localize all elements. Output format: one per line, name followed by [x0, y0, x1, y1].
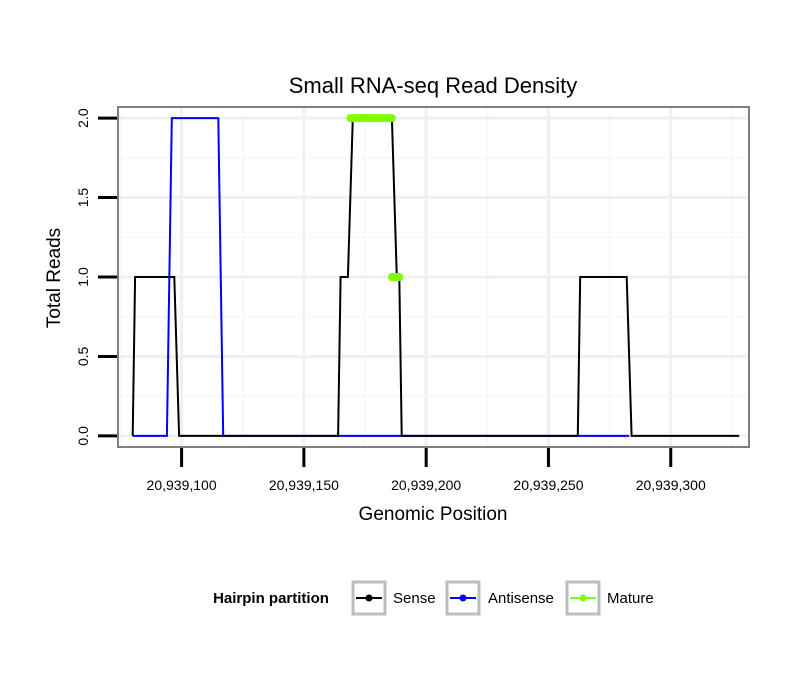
- legend-point-mature: [579, 594, 587, 602]
- y-axis: 0.0 0.5 1.0 1.5 2.0: [75, 108, 117, 446]
- legend-label-antisense: Antisense: [488, 590, 554, 607]
- legend-point-sense: [365, 594, 373, 602]
- y-tick-label: 2.0: [75, 108, 91, 128]
- chart-title: Small RNA-seq Read Density: [289, 73, 578, 98]
- x-tick-label: 20,939,150: [269, 477, 339, 493]
- grid: [118, 107, 749, 447]
- legend-title: Hairpin partition: [213, 590, 329, 607]
- x-tick-label: 20,939,300: [636, 477, 706, 493]
- series-group: [131, 114, 740, 437]
- legend-label-mature: Mature: [607, 590, 654, 607]
- legend-label-sense: Sense: [393, 590, 436, 607]
- legend: Hairpin partition Sense Antisense Mature: [213, 580, 654, 616]
- y-axis-title: Total Reads: [44, 228, 65, 328]
- panel-border: [117, 106, 750, 448]
- y-tick-label: 0.0: [75, 426, 91, 446]
- y-tick-label: 1.5: [75, 188, 91, 208]
- x-axis-title: Genomic Position: [359, 504, 508, 525]
- y-tick-label: 0.5: [75, 346, 91, 366]
- plot-panel: 0.00.51.01.52.020,939,100 20,939,150 20,93…: [75, 106, 750, 493]
- x-tick-label: 20,939,100: [147, 477, 217, 493]
- x-tick-label: 20,939,250: [513, 477, 583, 493]
- legend-point-antisense: [459, 594, 467, 602]
- y-tick-label: 1.0: [75, 267, 91, 287]
- x-tick-label: 20,939,200: [391, 477, 461, 493]
- x-axis: 20,939,100 20,939,150 20,939,200 20,939,250…: [147, 448, 706, 493]
